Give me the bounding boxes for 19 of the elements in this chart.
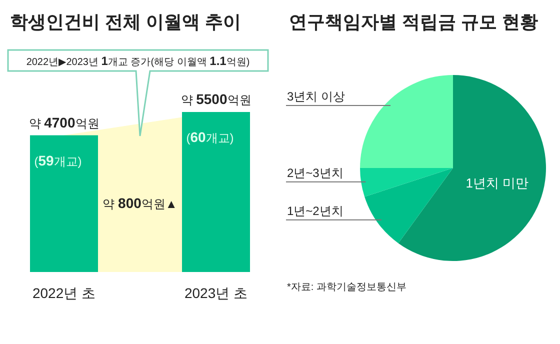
slice-label: 2년~3년치 bbox=[287, 166, 344, 180]
text: *자료: 과학기술정보통신부 bbox=[287, 282, 406, 293]
x-tick-label: 2023년 초 bbox=[184, 285, 248, 301]
pie-slice bbox=[364, 168, 453, 244]
slice-label: 3년치 이상 bbox=[287, 90, 346, 104]
pie-slice bbox=[360, 168, 453, 197]
text: 2022년▶2023년 1개교 증가(해당 이월액 1.1억원) bbox=[26, 54, 250, 68]
x-tick-label: 2022년 초 bbox=[32, 285, 96, 301]
pie-slice bbox=[398, 75, 546, 261]
slice-label: 1년~2년치 bbox=[287, 204, 344, 218]
data-label: 약 5500억원 bbox=[180, 91, 252, 107]
pie-slice bbox=[360, 75, 453, 168]
chart-title: 학생인건비 전체 이월액 추이 bbox=[10, 12, 242, 32]
chart-title: 연구책임자별 적립금 규모 현황 bbox=[289, 12, 538, 32]
annotation: (59개교) bbox=[34, 152, 82, 168]
annotation: 약 800억원▲ bbox=[102, 195, 178, 211]
data-label: 약 4700억원 bbox=[28, 114, 100, 130]
annotation: (60개교) bbox=[186, 129, 234, 145]
slice-label: 1년치 미만 bbox=[466, 175, 529, 190]
